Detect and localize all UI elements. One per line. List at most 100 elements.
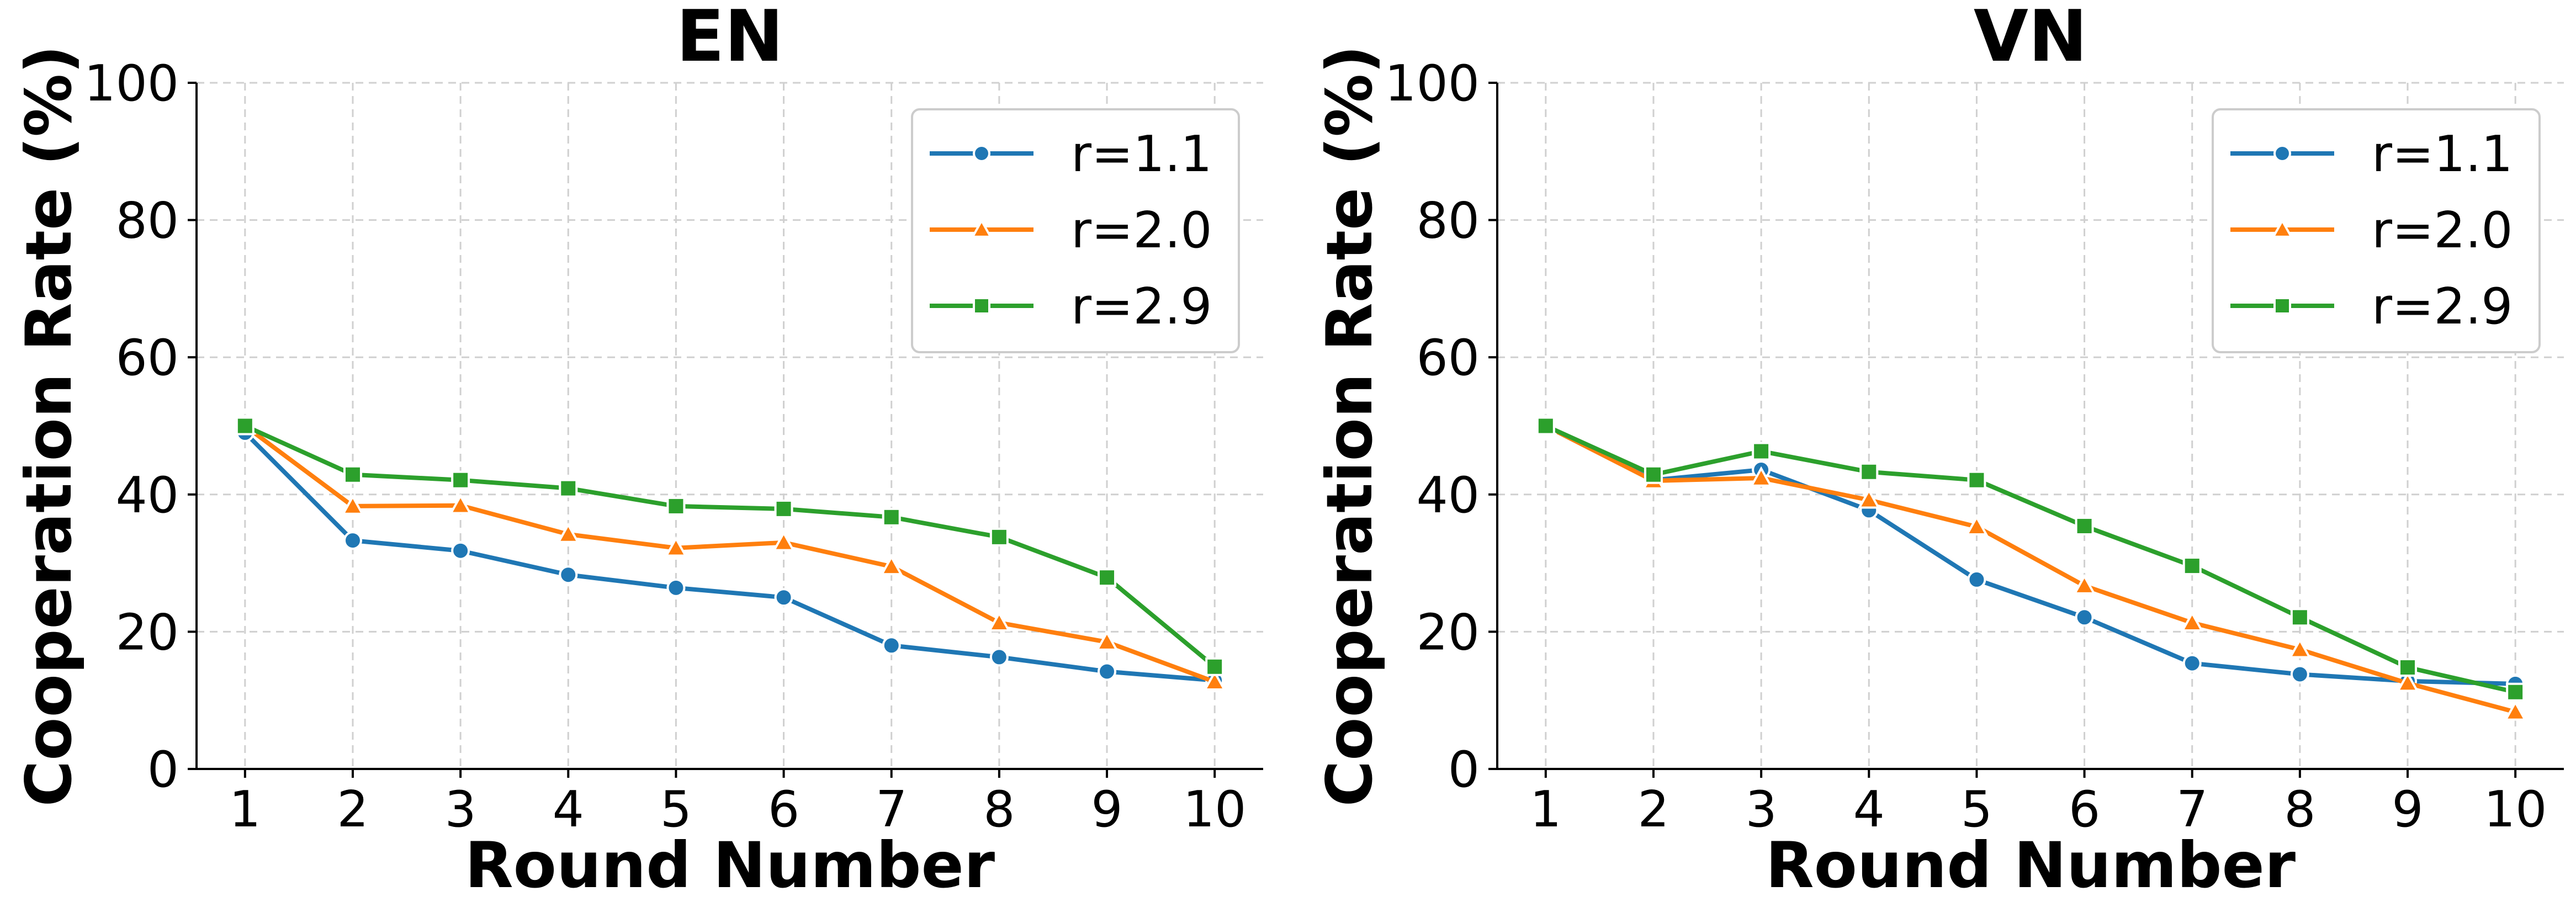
x-tick-label: 6	[768, 781, 799, 839]
y-tick-label: 20	[115, 603, 179, 661]
x-tick-label: 4	[1853, 781, 1885, 839]
data-point-rr29	[774, 499, 793, 518]
data-point-rr20	[664, 536, 688, 557]
data-point-rr29	[451, 470, 470, 490]
y-axis-label: Cooperation Rate (%)	[1313, 45, 1386, 807]
series-line-rr11	[1543, 423, 2518, 686]
x-tick-label: 1	[1530, 781, 1561, 839]
y-tick-label: 40	[1416, 466, 1480, 524]
data-point-rr11	[989, 648, 1009, 667]
data-point-rr11	[2075, 608, 2094, 627]
x-tick-label: 9	[2392, 781, 2423, 839]
x-tick-label: 7	[2176, 781, 2208, 839]
data-point-rr20	[1203, 670, 1226, 691]
data-point-rr11	[559, 565, 578, 585]
series-line-rr11	[242, 430, 1217, 683]
data-point-rr29	[235, 416, 255, 436]
data-point-rr29	[1644, 465, 1663, 484]
data-point-rr29	[2075, 516, 2094, 535]
x-axis-label: Round Number	[1766, 829, 2296, 902]
legend: r=1.1 r=2.0 r=2.9	[911, 108, 1240, 353]
data-point-rr20	[1750, 466, 1773, 487]
data-point-rr29	[666, 496, 686, 516]
data-point-rr29	[2290, 608, 2309, 627]
data-point-rr20	[2288, 638, 2312, 659]
series-line-rr20	[242, 423, 1217, 684]
x-tick-label: 3	[444, 781, 476, 839]
data-point-rr20	[1965, 514, 1989, 536]
data-point-rr11	[451, 541, 470, 560]
x-tick-label: 4	[553, 781, 584, 839]
x-tick-label: 5	[1961, 781, 1992, 839]
legend-box	[2212, 108, 2541, 353]
data-point-rr29	[2506, 682, 2525, 702]
y-tick-label: 20	[1416, 603, 1480, 661]
data-point-rr29	[1098, 568, 1117, 587]
legend-label: r=2.9	[2372, 278, 2513, 336]
chart-title: EN	[676, 0, 784, 78]
y-tick-label: 0	[1448, 741, 1480, 799]
data-point-rr11	[2290, 665, 2309, 684]
chart-title: VN	[1974, 0, 2087, 78]
data-point-rr20	[988, 611, 1011, 632]
data-point-rr29	[1967, 470, 1986, 490]
legend-marker-rr11	[2273, 145, 2291, 162]
legend: r=1.1 r=2.0 r=2.9	[2212, 108, 2541, 353]
data-point-rr20	[2504, 700, 2527, 721]
data-point-rr29	[1752, 442, 1771, 461]
series-line-rr20	[1543, 423, 2518, 714]
y-axis-label: Cooperation Rate (%)	[12, 45, 86, 807]
data-point-rr11	[666, 578, 686, 597]
data-point-rr11	[343, 531, 362, 550]
data-point-rr11	[774, 588, 793, 607]
legend-marker-rr20	[2271, 218, 2293, 238]
x-tick-label: 8	[983, 781, 1015, 839]
legend-label: r=2.9	[1071, 278, 1212, 336]
y-tick-label: 100	[1385, 55, 1480, 113]
data-point-rr29	[2398, 658, 2418, 677]
x-tick-label: 5	[660, 781, 692, 839]
series-line-rr29	[1543, 423, 2518, 694]
series-line-rr29	[242, 423, 1217, 669]
data-point-rr20	[880, 554, 903, 576]
y-tick-label: 80	[115, 192, 179, 250]
chart-panel-en: 0 20 40 60 80 100 1 2 3 4 5 6 7 8 9 10 EN Round Number Coo…	[12, 0, 1263, 902]
legend-marker-rr20	[971, 218, 993, 238]
y-tick-label: 60	[115, 329, 179, 387]
data-point-rr20	[341, 494, 364, 515]
legend-label: r=2.0	[1071, 201, 1212, 259]
data-point-rr20	[2073, 574, 2096, 595]
legend-marker-rr29	[973, 297, 990, 315]
data-point-rr29	[1205, 657, 1225, 676]
data-point-rr29	[2182, 556, 2202, 576]
x-tick-label: 2	[1637, 781, 1669, 839]
y-tick-label: 60	[1416, 329, 1480, 387]
data-point-rr29	[1859, 462, 1879, 481]
legend-label: r=1.1	[2372, 125, 2513, 183]
legend-box	[911, 108, 1240, 353]
legend-marker-rr29	[2273, 297, 2291, 315]
y-tick-label: 0	[147, 741, 179, 799]
y-tick-label: 80	[1416, 192, 1480, 250]
y-tick-label: 40	[115, 466, 179, 524]
chart-panel-vn: 0 20 40 60 80 100 1 2 3 4 5 6 7 8 9 10 VN Round Number Coo…	[1313, 0, 2564, 902]
x-tick-label: 7	[876, 781, 907, 839]
data-point-rr29	[882, 507, 901, 527]
data-point-rr29	[343, 465, 362, 484]
x-axis-label: Round Number	[465, 829, 995, 902]
data-point-rr11	[1098, 662, 1117, 681]
legend-label: r=2.0	[2372, 201, 2513, 259]
data-point-rr20	[449, 494, 472, 514]
data-point-rr11	[2182, 654, 2202, 673]
data-point-rr11	[1967, 570, 1986, 589]
y-tick-label: 100	[84, 55, 179, 113]
x-tick-label: 10	[2484, 781, 2547, 839]
data-point-rr20	[2396, 671, 2419, 692]
data-point-rr29	[1536, 416, 1555, 436]
data-point-rr11	[882, 636, 901, 655]
x-tick-label: 3	[1745, 781, 1777, 839]
data-point-rr20	[772, 530, 796, 551]
data-point-rr29	[989, 527, 1009, 546]
data-point-rr20	[1095, 630, 1119, 651]
